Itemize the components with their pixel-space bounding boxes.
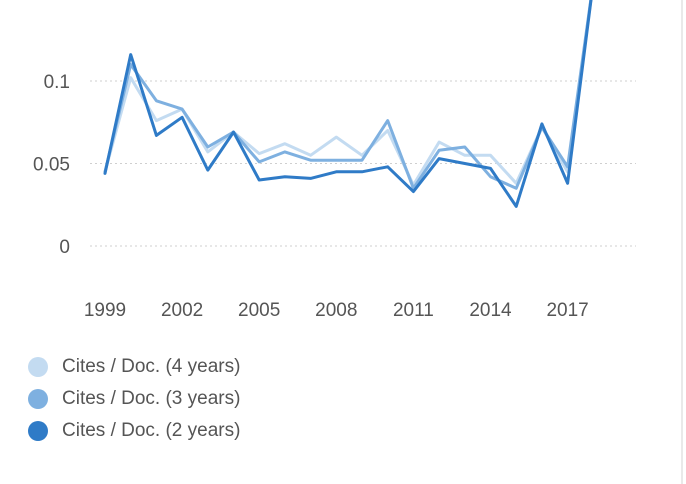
series-line-2-years	[103, 0, 593, 208]
grid-layer	[90, 80, 636, 247]
legend-swatch-3-years	[28, 389, 48, 409]
legend: Cites / Doc. (4 years) Cites / Doc. (3 y…	[28, 351, 348, 447]
legend-label-2-years: Cites / Doc. (2 years)	[62, 420, 241, 441]
legend-swatch-2-years	[28, 421, 48, 441]
legend-swatch-4-years	[28, 357, 48, 377]
series-line-4-years	[103, 0, 593, 187]
x-tick-label: 2017	[546, 300, 588, 321]
x-tick-label: 2011	[393, 300, 434, 321]
series-line-3-years	[103, 0, 593, 190]
x-tick-label: 1999	[84, 300, 126, 321]
x-tick-label: 2008	[315, 300, 357, 321]
legend-item-2-years[interactable]: Cites / Doc. (2 years)	[28, 415, 348, 447]
legend-label-4-years: Cites / Doc. (4 years)	[62, 356, 241, 377]
x-tick-label: 2005	[238, 300, 280, 321]
legend-label-3-years: Cites / Doc. (3 years)	[62, 388, 241, 409]
y-tick-label: 0.05	[33, 155, 70, 176]
series-layer	[103, 0, 593, 208]
x-tick-label: 2002	[161, 300, 203, 321]
panel-divider	[681, 0, 683, 484]
y-tick-label: 0.1	[44, 72, 70, 93]
y-tick-label: 0	[59, 237, 70, 258]
y-axis-ticks: 0 0.05 0.1	[33, 72, 70, 258]
legend-item-3-years[interactable]: Cites / Doc. (3 years)	[28, 383, 348, 415]
x-tick-label: 2014	[469, 300, 512, 321]
legend-item-4-years[interactable]: Cites / Doc. (4 years)	[28, 351, 348, 383]
x-axis-ticks: 1999 2002 2005 2008 2011 2014 2017	[84, 300, 589, 321]
